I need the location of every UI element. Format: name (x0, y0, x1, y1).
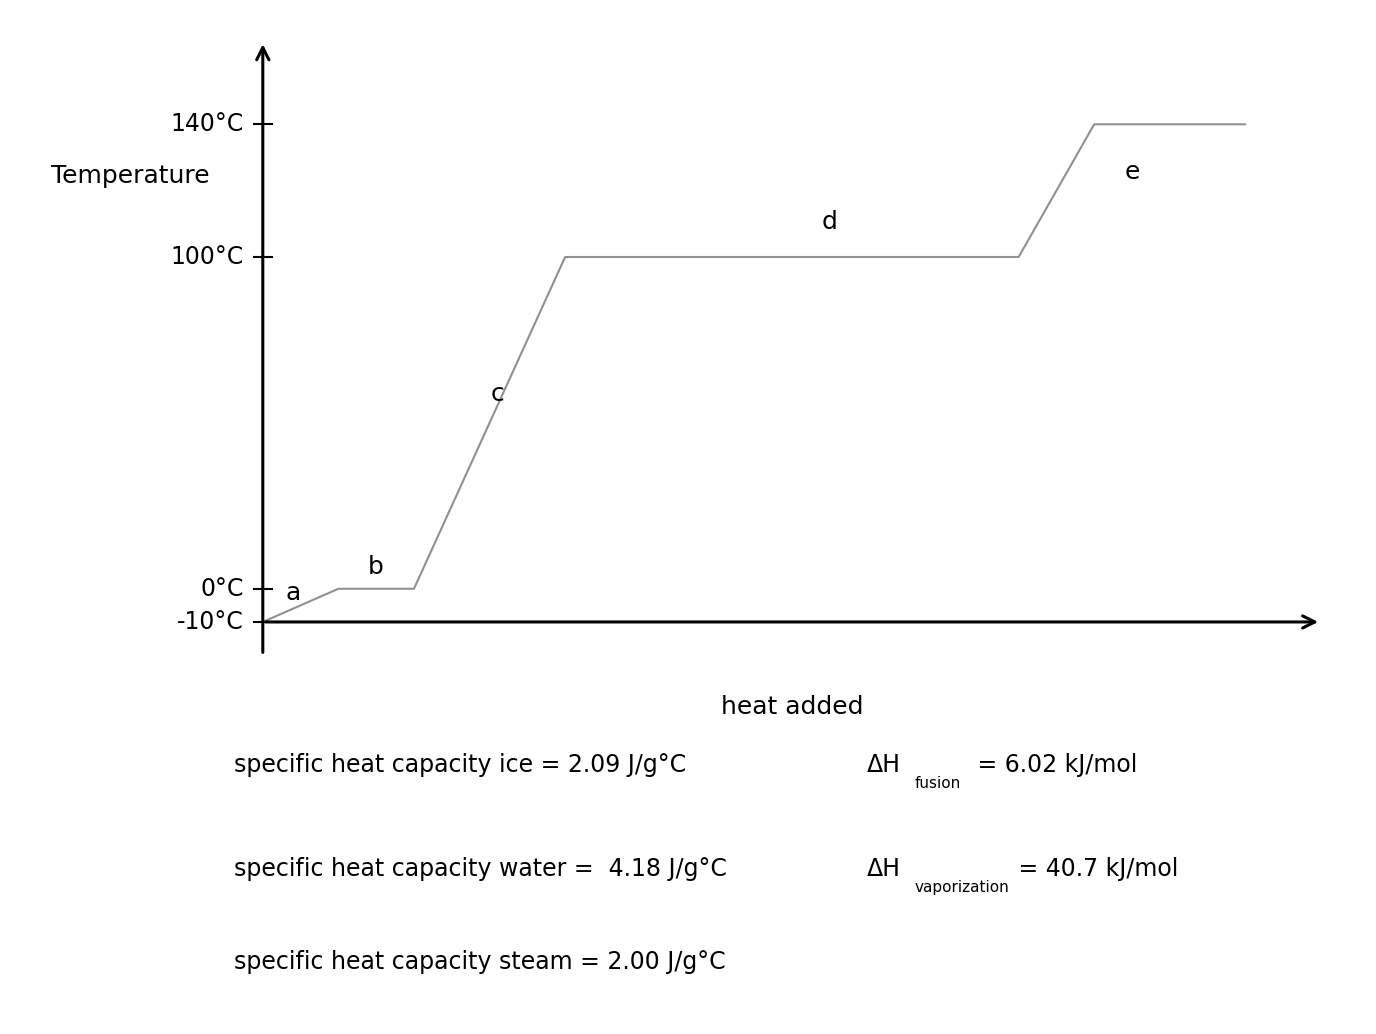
Text: -10°C: -10°C (178, 610, 244, 634)
Text: specific heat capacity ice = 2.09 J/g°C: specific heat capacity ice = 2.09 J/g°C (234, 753, 687, 778)
Text: vaporization: vaporization (915, 880, 1010, 894)
Text: = 40.7 kJ/mol: = 40.7 kJ/mol (1011, 856, 1179, 881)
Text: fusion: fusion (915, 777, 962, 791)
Text: c: c (490, 383, 504, 406)
Text: 0°C: 0°C (201, 577, 244, 601)
Text: ΔH: ΔH (867, 753, 901, 778)
Text: specific heat capacity water =  4.18 J/g°C: specific heat capacity water = 4.18 J/g°… (234, 856, 727, 881)
Text: heat added: heat added (721, 695, 863, 719)
Text: specific heat capacity steam = 2.00 J/g°C: specific heat capacity steam = 2.00 J/g°… (234, 949, 725, 974)
Text: 140°C: 140°C (171, 113, 244, 136)
Text: d: d (821, 210, 838, 234)
Text: 100°C: 100°C (171, 245, 244, 269)
Text: a: a (285, 581, 300, 605)
Text: e: e (1124, 160, 1139, 184)
Text: b: b (369, 555, 384, 579)
Text: ΔH: ΔH (867, 856, 901, 881)
Text: = 6.02 kJ/mol: = 6.02 kJ/mol (970, 753, 1138, 778)
Text: Temperature: Temperature (51, 164, 209, 188)
